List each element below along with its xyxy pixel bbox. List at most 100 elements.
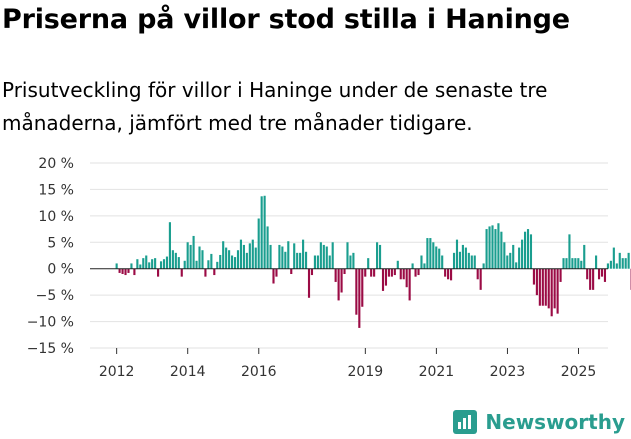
bar <box>461 244 464 269</box>
bar <box>609 260 612 269</box>
bar <box>429 238 432 269</box>
bar <box>583 244 586 269</box>
y-tick-label: −15 % <box>27 341 74 357</box>
bar <box>559 268 562 282</box>
y-tick-label: 10 % <box>38 209 74 225</box>
bar <box>556 268 559 314</box>
axes: 20 % 15 % 10 % 5 % 0 % −5 % −10 % −15 % 2012 2014… <box>27 156 608 380</box>
newsworthy-logo-icon <box>453 410 478 434</box>
bar <box>565 258 568 269</box>
bar <box>523 231 527 269</box>
bar <box>287 241 290 269</box>
bar <box>157 268 160 277</box>
bar <box>290 268 293 274</box>
bar <box>376 242 379 269</box>
bar <box>272 268 275 284</box>
bar <box>177 257 180 269</box>
bar <box>438 248 441 269</box>
bar <box>535 268 538 296</box>
y-tick-label: −10 % <box>27 315 74 331</box>
bar <box>136 259 139 269</box>
bar <box>346 242 349 269</box>
bar <box>381 268 385 291</box>
bar <box>402 268 405 280</box>
x-tick-label: 2023 <box>490 364 526 380</box>
bar <box>269 244 272 269</box>
bar <box>526 229 530 269</box>
page-title: Priserna på villor stod stilla i Haninge <box>2 4 570 35</box>
bar <box>399 268 402 280</box>
bar <box>506 255 509 269</box>
bar <box>201 250 204 269</box>
bar <box>275 268 278 277</box>
bar <box>435 246 438 269</box>
bar <box>500 231 503 269</box>
bar <box>139 264 142 269</box>
bar <box>509 252 512 269</box>
bar <box>393 268 396 276</box>
bar <box>580 260 583 269</box>
bar <box>476 268 479 280</box>
bar <box>574 258 577 269</box>
bar <box>228 250 231 269</box>
bar <box>168 222 171 269</box>
bar <box>307 268 311 298</box>
bar <box>464 247 467 269</box>
bar <box>316 255 319 269</box>
bar <box>257 218 260 269</box>
bar <box>210 253 213 269</box>
bar <box>213 268 216 276</box>
bar <box>278 244 281 269</box>
bar <box>222 241 225 269</box>
bar <box>325 246 328 269</box>
bar <box>334 268 337 282</box>
bar <box>254 247 257 269</box>
bar <box>473 255 476 269</box>
bar <box>494 229 497 269</box>
bar <box>491 225 494 269</box>
bar <box>547 268 550 309</box>
bar <box>266 226 269 269</box>
bar <box>233 257 237 269</box>
x-tick-label: 2012 <box>99 364 135 380</box>
bar <box>450 268 453 281</box>
bar <box>165 256 169 269</box>
x-tick-label: 2014 <box>170 364 206 380</box>
bar <box>441 255 444 269</box>
bar <box>444 268 447 277</box>
bar <box>624 258 627 269</box>
bar <box>479 268 482 290</box>
bar <box>568 234 571 269</box>
bar <box>154 258 157 269</box>
x-tick-label: 2016 <box>241 364 277 380</box>
bar <box>562 258 565 269</box>
bar <box>343 268 346 274</box>
bar <box>142 258 145 269</box>
bar <box>488 226 491 269</box>
bar <box>553 268 556 309</box>
bar <box>458 251 462 269</box>
bar-series <box>115 195 631 328</box>
bar <box>195 260 198 269</box>
bar <box>378 244 382 269</box>
bar <box>411 263 414 269</box>
bar <box>592 268 595 290</box>
bar <box>322 244 325 269</box>
bar <box>239 239 243 269</box>
bar <box>408 268 411 301</box>
x-tick-label: 2025 <box>561 364 597 380</box>
bar <box>426 238 429 269</box>
bar <box>447 268 450 280</box>
bar <box>538 268 541 306</box>
y-tick-label: 0 % <box>47 262 74 278</box>
bar <box>367 258 370 269</box>
bar <box>121 268 124 274</box>
page-subtitle: Prisutveckling för villor i Haninge unde… <box>2 78 548 135</box>
bar <box>597 268 601 280</box>
bar <box>396 260 399 269</box>
bar <box>242 244 245 269</box>
bar <box>532 268 535 285</box>
bar <box>284 251 287 269</box>
bar <box>361 268 364 307</box>
bar <box>364 268 367 277</box>
